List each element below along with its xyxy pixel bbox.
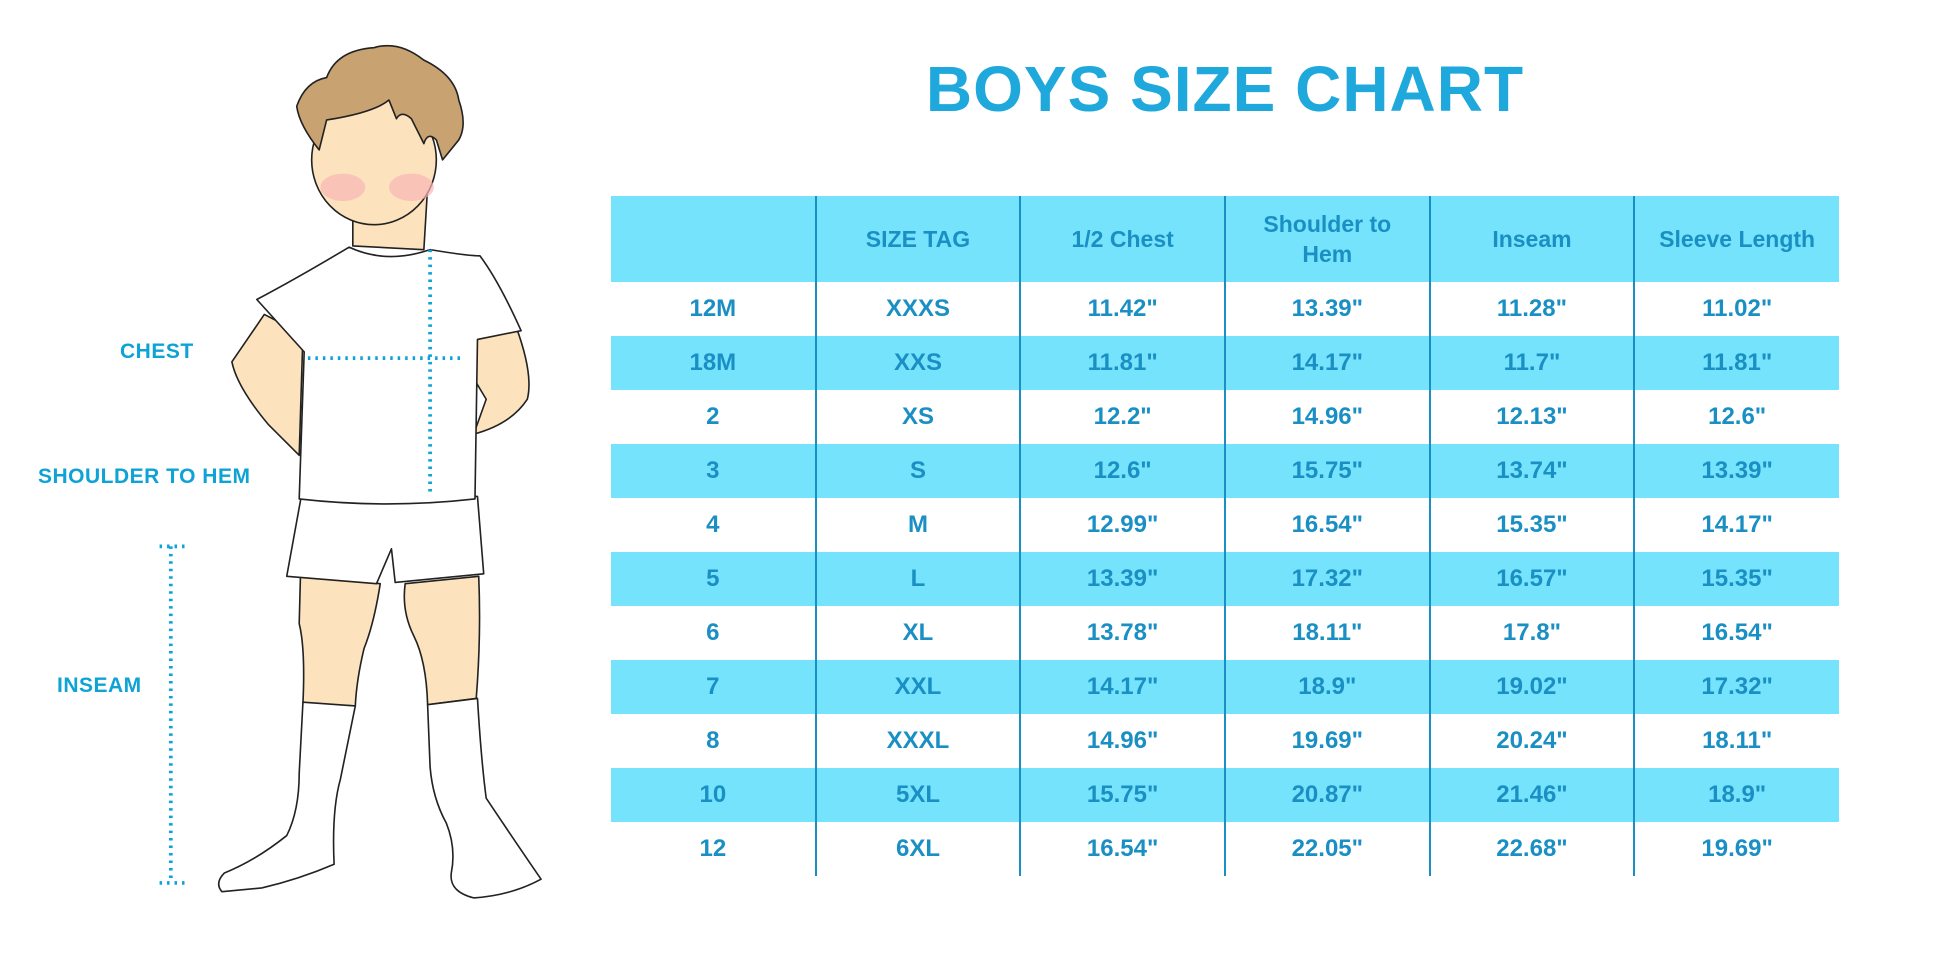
right-sock [426,697,542,899]
cell-age: 6 [706,619,720,646]
cell-size-tag: 5XL [814,768,1021,822]
cell-shoulder-to-hem: 14.17" [1223,336,1430,390]
table-row: 12M XXXS 11.42" 13.39" 11.28" 11.02" [611,282,1839,336]
cell-size-tag: XXS [814,336,1021,390]
cell-sleeve-length: 14.17" [1633,498,1839,552]
cell-age: 4 [706,511,720,538]
table-row: 18M XXS 11.81" 14.17" 11.7" 11.81" [611,336,1839,390]
cell-half-chest: 16.54" [1019,822,1225,876]
table-row: 3 S 12.6" 15.75" 13.74" 13.39" [611,444,1839,498]
table-row: 10 5XL 15.75" 20.87" 21.46" 18.9" [611,768,1839,822]
cell-inseam: 20.24" [1428,714,1635,768]
cell-size-tag: XXXS [814,282,1021,336]
right-arm [470,326,530,435]
table-row: 5 L 13.39" 17.32" 16.57" 15.35" [611,552,1839,606]
cell-size-tag: M [814,498,1021,552]
cell-shoulder-to-hem: 20.87" [1223,768,1430,822]
cell-inseam: 19.02" [1428,660,1635,714]
cell-inseam: 21.46" [1428,768,1635,822]
cell-sleeve-length: 16.54" [1633,606,1839,660]
table-row: 6 XL 13.78" 18.11" 17.8" 16.54" [611,606,1839,660]
cell-half-chest: 11.81" [1019,336,1225,390]
cell-shoulder-to-hem: 18.11" [1223,606,1430,660]
header-age [611,196,816,282]
cell-sleeve-length: 17.32" [1633,660,1839,714]
cell-inseam: 22.68" [1428,822,1635,876]
cell-age: 5 [611,552,816,606]
cell-half-chest: 14.17" [1019,660,1225,714]
cell-age: 7 [611,660,816,714]
cell-inseam: 11.28" [1428,282,1635,336]
cell-sleeve-length: 12.6" [1633,390,1839,444]
cell-sleeve-length: 19.69" [1633,822,1839,876]
cell-age: 2 [706,403,720,430]
cell-sleeve-length: 11.81" [1633,336,1839,390]
cell-size-tag: 6XL [814,822,1021,876]
cell-age: 18M [611,336,816,390]
shoulder-to-hem-label: SHOULDER TO HEM [38,465,251,488]
cell-size-tag: S [814,444,1021,498]
left-arm [231,313,304,457]
cell-inseam: 17.8" [1428,606,1635,660]
shirt [256,246,522,505]
cell-size-tag: XS [814,390,1021,444]
cell-age: 3 [611,444,816,498]
cell-shoulder-to-hem: 18.9" [1223,660,1430,714]
cell-inseam: 11.7" [1428,336,1635,390]
cell-size-tag: L [814,552,1021,606]
table-header-row: SIZE TAG 1/2 Chest Shoulder to Hem Insea… [611,196,1839,282]
inseam-label: INSEAM [57,674,142,697]
cell-inseam: 15.35" [1428,498,1635,552]
cell-age: 12M [689,295,737,322]
right-leg [403,575,481,706]
cell-size-tag: XL [814,606,1021,660]
cell-half-chest: 13.39" [1019,552,1225,606]
cell-half-chest: 12.99" [1019,498,1225,552]
cell-shoulder-to-hem: 17.32" [1223,552,1430,606]
cell-age: 10 [611,768,816,822]
cell-half-chest: 11.42" [1019,282,1225,336]
cell-half-chest: 14.96" [1019,714,1225,768]
header-size-tag: SIZE TAG [814,196,1021,282]
left-sock [217,701,357,893]
cell-shoulder-to-hem: 19.69" [1223,714,1430,768]
left-leg [298,575,382,707]
header-sleeve-length: Sleeve Length [1633,196,1839,282]
boy-measurement-illustration [159,44,542,899]
cell-size-tag: XXXL [814,714,1021,768]
table-row: 7 XXL 14.17" 18.9" 19.02" 17.32" [611,660,1839,714]
cell-shoulder-to-hem: 22.05" [1223,822,1430,876]
cell-shoulder-to-hem: 15.75" [1223,444,1430,498]
header-shoulder-to-hem: Shoulder to Hem [1223,196,1430,282]
cell-size-tag: XXL [814,660,1021,714]
cell-age: 12 [699,835,727,862]
cell-sleeve-length: 15.35" [1633,552,1839,606]
cell-sleeve-length: 18.9" [1633,768,1839,822]
table-row: 8 XXXL 14.96" 19.69" 20.24" 18.11" [611,714,1839,768]
cell-half-chest: 15.75" [1019,768,1225,822]
cell-half-chest: 12.2" [1019,390,1225,444]
cell-age: 8 [706,727,720,754]
cell-inseam: 13.74" [1428,444,1635,498]
cell-shoulder-to-hem: 14.96" [1223,390,1430,444]
cell-shoulder-to-hem: 16.54" [1223,498,1430,552]
cell-sleeve-length: 13.39" [1633,444,1839,498]
cell-sleeve-length: 11.02" [1633,282,1839,336]
cell-inseam: 16.57" [1428,552,1635,606]
table-row: 12 6XL 16.54" 22.05" 22.68" 19.69" [611,822,1839,876]
cell-sleeve-length: 18.11" [1633,714,1839,768]
cell-shoulder-to-hem: 13.39" [1223,282,1430,336]
table-row: 4 M 12.99" 16.54" 15.35" 14.17" [611,498,1839,552]
header-inseam: Inseam [1428,196,1635,282]
chest-label: CHEST [120,340,194,363]
shorts [285,493,485,585]
table-row: 2 XS 12.2" 14.96" 12.13" 12.6" [611,390,1839,444]
cell-half-chest: 13.78" [1019,606,1225,660]
header-half-chest: 1/2 Chest [1019,196,1225,282]
hair [295,44,464,161]
size-chart-table: SIZE TAG 1/2 Chest Shoulder to Hem Insea… [611,196,1839,876]
cell-inseam: 12.13" [1428,390,1635,444]
page-title: BOYS SIZE CHART [925,53,1525,125]
cell-half-chest: 12.6" [1019,444,1225,498]
